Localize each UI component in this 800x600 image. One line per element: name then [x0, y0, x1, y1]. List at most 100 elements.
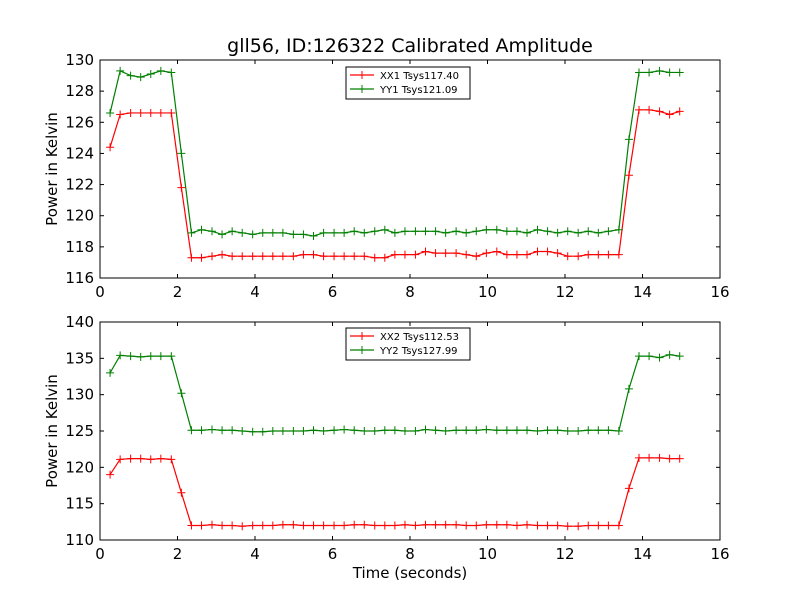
top-series-2-point [523, 228, 532, 237]
bottom-series-1-point [675, 454, 684, 463]
bottom-series-2-point [462, 426, 471, 435]
top-series-1-point [370, 253, 379, 262]
top-series-2-point [268, 228, 277, 237]
bottom-series-2-point [136, 352, 145, 361]
top-series-1-point [441, 249, 450, 258]
top-xtick-label: 0 [95, 283, 105, 301]
bottom-xtick-label: 2 [173, 545, 183, 563]
top-series-2-point [106, 108, 115, 117]
top-series-1-point [289, 252, 298, 261]
top-series-2-point [360, 228, 369, 237]
top-series-2-point [604, 227, 613, 236]
top-series-1-point [350, 252, 359, 261]
top-series-1-point [319, 252, 328, 261]
bottom-series-2-point [187, 426, 196, 435]
bottom-series-2-point [248, 427, 257, 436]
top-series-1-point [258, 252, 267, 261]
bottom-series-line-2 [109, 354, 680, 433]
top-series-1-point [360, 252, 369, 261]
bottom-series-1-point [563, 522, 572, 531]
top-series-2-point [390, 228, 399, 237]
top-series-1-point [523, 250, 532, 259]
top-ytick-label: 122 [65, 176, 94, 194]
bottom-ytick-label: 135 [65, 349, 94, 367]
bottom-ytick-label: 120 [65, 458, 94, 476]
top-series-1-point [563, 252, 572, 261]
top-series-2-point [512, 227, 521, 236]
bottom-series-1-point [411, 521, 420, 530]
bottom-series-1-point [533, 521, 542, 530]
bottom-series-1-point [543, 521, 552, 530]
top-series-1-point [645, 105, 654, 114]
top-series-1-point [472, 252, 481, 261]
bottom-series-2-point [411, 427, 420, 435]
bottom-series-1-point [156, 454, 165, 463]
bottom-series-2-point [441, 427, 450, 435]
top-series-2-point [543, 227, 552, 236]
bottom-series-2-point [390, 426, 399, 435]
top-series-1-point [116, 110, 125, 119]
top-legend-marker-1 [358, 71, 366, 79]
bottom-series-2-point [614, 427, 623, 435]
top-series-1-point [594, 250, 603, 259]
top-series-2-point [431, 227, 440, 236]
top-series-2-point [675, 68, 684, 77]
top-series-1-point [431, 249, 440, 258]
bottom-series-1-point [431, 520, 440, 529]
top-series-2-point [584, 227, 593, 236]
bottom-series-2-point [228, 426, 237, 435]
bottom-series-2-point [350, 426, 359, 435]
top-series-1-point [238, 252, 247, 261]
bottom-series-2-point [340, 425, 349, 434]
top-series-1-point [411, 250, 420, 259]
top-ytick-label: 118 [65, 238, 94, 256]
top-series-1-point [268, 252, 277, 261]
bottom-series-1-point [604, 521, 613, 530]
top-series-1-point [299, 250, 308, 259]
bottom-series-2-point [106, 368, 115, 377]
bottom-series-2-point [574, 427, 583, 435]
top-series-1-point [340, 252, 349, 261]
top-series-1-point [462, 250, 471, 259]
top-series-2-point [177, 149, 186, 158]
top-series-2-point [462, 228, 471, 237]
bottom-series-1-point [624, 484, 633, 493]
top-series-2-point [116, 66, 125, 75]
top-series-2-point [299, 230, 308, 239]
bottom-series-1-point [635, 453, 644, 462]
bottom-series-1-point [614, 521, 623, 530]
bottom-xtick-label: 4 [250, 545, 260, 563]
bottom-series-1-point [360, 520, 369, 529]
top-series-1-point [146, 108, 155, 117]
top-series-2-point [146, 70, 155, 79]
top-plot: 0 2 4 6 8 10 12 14 16 116 118 120 122 124 126 128 130 Pow… [43, 51, 730, 301]
top-series-2-point [441, 228, 450, 237]
bottom-series-2-point [258, 427, 267, 436]
bottom-series-2-point [533, 427, 542, 435]
bottom-series-1-point [452, 520, 461, 529]
top-series-1-point [635, 105, 644, 114]
bottom-series-2-point [177, 389, 186, 398]
top-series-1-point [278, 252, 287, 261]
bottom-series-2-point [400, 427, 409, 435]
bottom-series-2-point [146, 352, 155, 361]
bottom-series-1-point [400, 520, 409, 529]
top-series-2-point [330, 228, 339, 237]
bottom-series-1-point [116, 455, 125, 464]
top-series-1-point [218, 250, 227, 259]
top-legend-marker-2 [358, 85, 366, 93]
top-series-2-point [574, 228, 583, 237]
bottom-ytick-label: 115 [65, 495, 94, 513]
bottom-xtick-label: 10 [478, 545, 497, 563]
top-series-1-point [197, 253, 206, 262]
bottom-series-2-point [116, 351, 125, 360]
top-series-1-point [380, 253, 389, 262]
chart-title: gll56, ID:126322 Calibrated Amplitude [227, 35, 593, 57]
bottom-series-2-point [492, 426, 501, 435]
top-series-1-point [675, 107, 684, 116]
top-series-2-point [533, 225, 542, 234]
bottom-xtick-label: 8 [405, 545, 415, 563]
bottom-series-2-point [319, 427, 328, 435]
bottom-series-2-point [431, 426, 440, 435]
top-series-2-point [370, 227, 379, 236]
